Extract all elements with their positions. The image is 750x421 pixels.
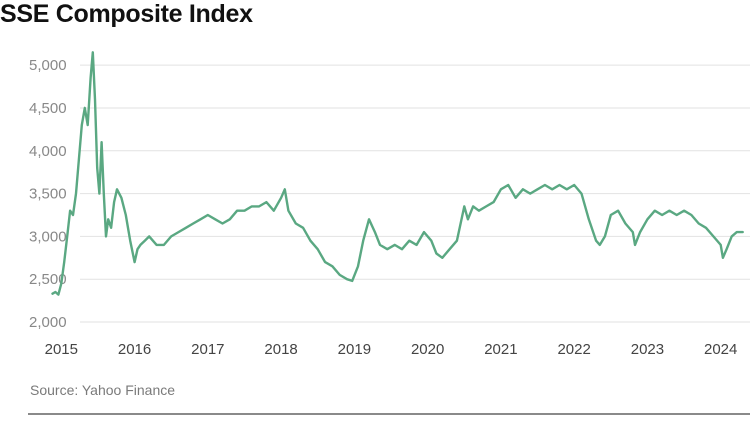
source-note: Source: Yahoo Finance — [30, 382, 176, 398]
gridlines — [80, 64, 750, 323]
bottom-rule — [28, 413, 750, 415]
x-tick-label: 2016 — [118, 341, 151, 358]
x-tick-label: 2017 — [191, 341, 224, 358]
series-layer — [51, 51, 744, 296]
x-tick-label: 2019 — [338, 341, 371, 358]
x-tick-label: 2021 — [484, 341, 517, 358]
y-axis-labels: 2,000 2,500 3,000 3,500 4,000 4,500 5,000 — [29, 57, 67, 331]
y-tick-label: 5,000 — [29, 57, 67, 74]
series-line — [51, 51, 744, 296]
y-tick-label: 3,000 — [29, 228, 67, 245]
y-tick-label: 2,500 — [29, 271, 67, 288]
x-tick-label: 2020 — [411, 341, 444, 358]
y-tick-label: 3,500 — [29, 186, 67, 203]
x-tick-label: 2023 — [631, 341, 664, 358]
x-tick-label: 2022 — [557, 341, 590, 358]
y-tick-label: 4,000 — [29, 143, 67, 160]
x-tick-label: 2015 — [45, 341, 78, 358]
x-axis-labels: 2015 2016 2017 2018 2019 2020 2021 2022 2023 2024 — [45, 341, 738, 358]
chart-title: SSE Composite Index — [0, 0, 253, 28]
y-tick-label: 4,500 — [29, 100, 67, 117]
x-tick-label: 2018 — [264, 341, 297, 358]
y-tick-label: 2,000 — [29, 314, 67, 331]
x-tick-label: 2024 — [704, 341, 737, 358]
